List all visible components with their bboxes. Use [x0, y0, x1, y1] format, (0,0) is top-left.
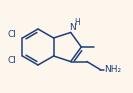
Text: Cl: Cl — [8, 29, 17, 39]
Text: N: N — [69, 23, 76, 32]
Text: H: H — [74, 18, 80, 27]
Text: NH₂: NH₂ — [104, 65, 121, 74]
Text: Cl: Cl — [8, 56, 17, 65]
